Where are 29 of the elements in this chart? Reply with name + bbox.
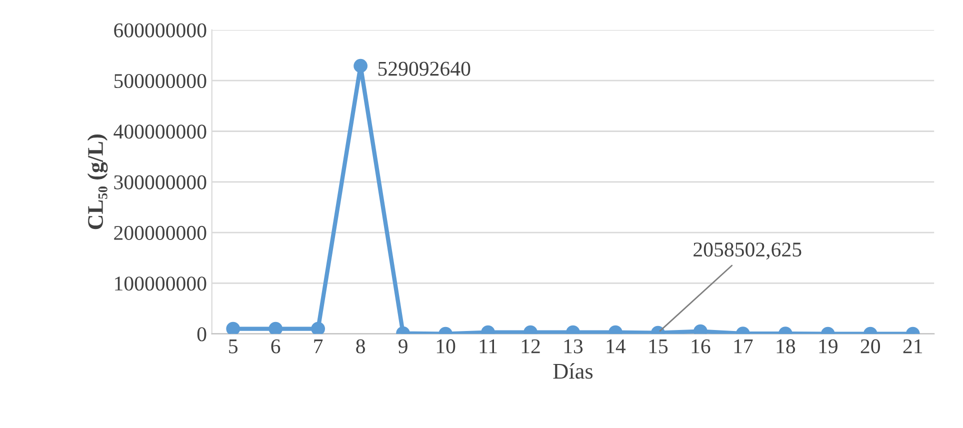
x-tick-label: 13 [564,339,583,354]
y-axis-title: CL₅₀ (g/L) [87,134,108,230]
x-tick-label: 15 [649,339,668,354]
x-tick-label: 9 [398,339,408,354]
x-tick-label: 11 [480,339,497,354]
x-axis-title: Días [553,363,593,379]
x-tick-label: 17 [734,339,753,354]
x-tick-label: 20 [860,339,880,354]
annotation: 2058502,625 [694,242,802,260]
x-tick-label: 10 [436,339,456,354]
y-tick-label: 500000000 [114,74,206,88]
x-tick-label: 12 [522,339,540,354]
x-tick-label: 21 [903,339,922,354]
x-tick-label: 8 [356,339,365,354]
point [354,58,368,73]
x-tick-label: 16 [692,339,710,354]
y-tick-label: 100000000 [115,276,206,291]
x-tick-label: 14 [606,339,626,354]
x-tick-label: 6 [271,339,280,354]
y-tick-label: 400000000 [114,124,206,139]
x-tick-label: 19 [819,339,838,354]
y-tick-label: 200000000 [114,226,206,240]
y-tick-label: 0 [197,327,206,342]
x-tick-label: 5 [229,340,238,354]
y-tick-label: 600000000 [114,23,206,38]
annotation: 529092640 [378,62,470,76]
x-tick-label: 18 [776,339,796,354]
x-tick-label: 7 [314,340,323,354]
y-tick-label: 300000000 [114,175,206,190]
